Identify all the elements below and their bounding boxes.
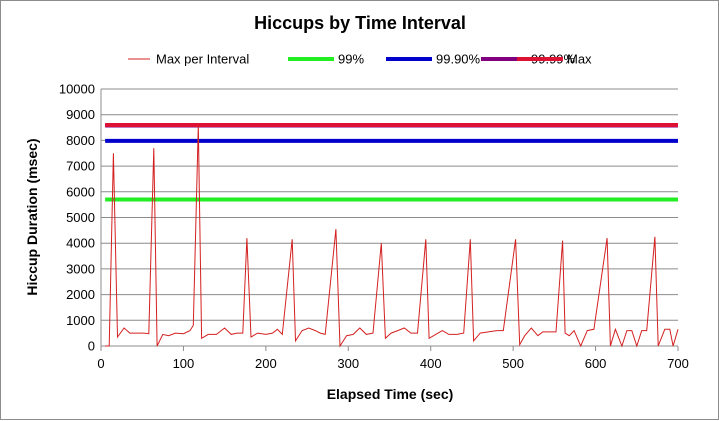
y-tick-label: 8000 — [66, 133, 95, 148]
y-tick-label: 10000 — [59, 82, 95, 97]
chart-title: Hiccups by Time Interval — [254, 13, 466, 33]
legend-label: 99.90% — [436, 52, 481, 67]
y-axis-title: Hiccup Duration (msec) — [24, 138, 40, 295]
x-tick-label: 0 — [97, 356, 104, 371]
legend-label: Max — [567, 52, 592, 67]
x-tick-label: 600 — [585, 356, 607, 371]
y-tick-label: 0 — [88, 339, 95, 354]
legend-label: 99% — [338, 52, 364, 67]
y-tick-label: 7000 — [66, 159, 95, 174]
x-tick-labels: 0 100 200 300 400 500 600 700 — [97, 356, 688, 371]
x-tick-label: 100 — [173, 356, 195, 371]
x-tick-label: 400 — [420, 356, 442, 371]
legend-label: Max per Interval — [156, 52, 249, 67]
x-tick-label: 300 — [337, 356, 359, 371]
y-tick-labels: 0 1000 2000 3000 4000 5000 6000 7000 8000 9000 100… — [59, 82, 95, 354]
x-tick-label: 200 — [255, 356, 277, 371]
y-tick-label: 4000 — [66, 236, 95, 251]
y-tick-label: 6000 — [66, 184, 95, 199]
y-tick-label: 2000 — [66, 287, 95, 302]
x-tick-label: 500 — [502, 356, 524, 371]
y-tick-label: 3000 — [66, 261, 95, 276]
y-tick-label: 9000 — [66, 107, 95, 122]
series-group — [105, 122, 679, 348]
y-tick-label: 1000 — [66, 313, 95, 328]
y-tick-label: 5000 — [66, 210, 95, 225]
series-line-max-per-interval — [105, 124, 679, 348]
x-axis-title: Elapsed Time (sec) — [327, 386, 454, 402]
x-tick-label: 700 — [667, 356, 689, 371]
